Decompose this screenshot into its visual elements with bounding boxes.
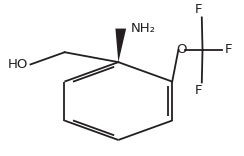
Text: F: F [224, 43, 232, 56]
Text: F: F [195, 84, 203, 97]
Text: HO: HO [7, 58, 28, 71]
Text: O: O [176, 43, 187, 56]
Polygon shape [115, 29, 126, 62]
Text: NH₂: NH₂ [131, 22, 156, 35]
Text: F: F [195, 3, 203, 16]
